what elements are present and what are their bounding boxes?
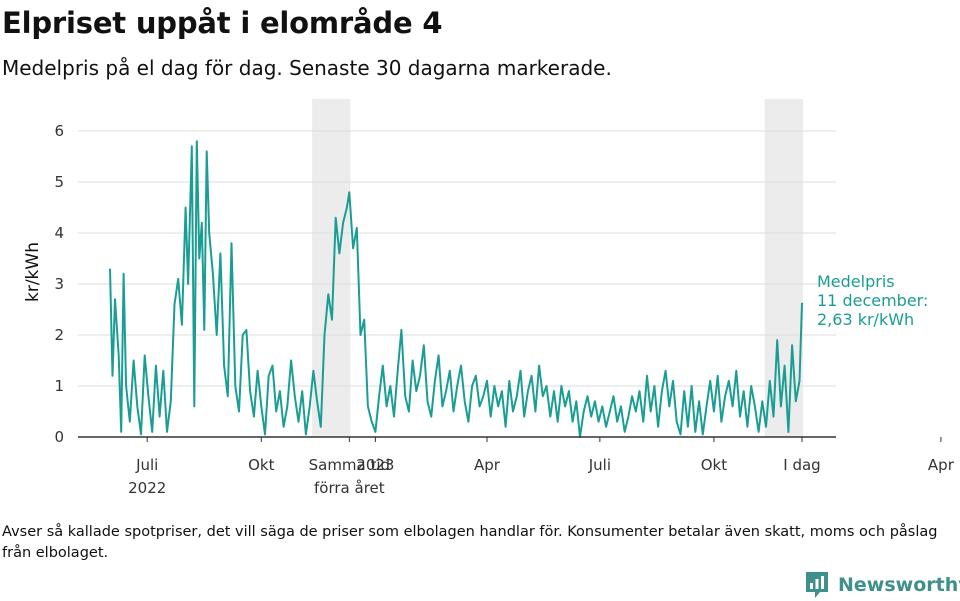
y-tick-1: 1 xyxy=(54,377,64,395)
y-tick-labels: 0 1 2 3 4 5 6 xyxy=(54,122,64,446)
y-tick-4: 4 xyxy=(54,224,64,242)
x-tick-6: Samma tid xyxy=(309,456,390,474)
y-tick-0: 0 xyxy=(54,428,64,446)
x-tick-2: 2023 xyxy=(356,456,394,474)
x-tick-5: Okt xyxy=(701,456,727,474)
x-tick-sub-0: 2022 xyxy=(128,479,166,497)
series-line xyxy=(109,140,803,438)
highlight-bands xyxy=(312,99,803,437)
x-tick-3: Apr xyxy=(474,456,501,474)
highlight-band-0 xyxy=(312,99,351,437)
callout-line-2: 2,63 kr/kWh xyxy=(817,310,914,329)
y-axis-label: kr/kWh xyxy=(23,242,43,302)
x-tick-labels: Juli 2022 Okt 2023 Apr Juli Okt Samma tid förra … xyxy=(128,437,955,497)
y-tick-5: 5 xyxy=(54,173,64,191)
y-tick-2: 2 xyxy=(54,326,64,344)
chart-subtitle: Medelpris på el dag för dag. Senaste 30 … xyxy=(2,56,612,80)
chart-title: Elpriset uppåt i elområde 4 xyxy=(2,6,443,40)
callout-line-0: Medelpris xyxy=(817,272,895,291)
x-tick-4: Juli xyxy=(588,456,611,474)
y-tick-6: 6 xyxy=(54,122,64,140)
x-tick-sub-6: förra året xyxy=(314,479,385,497)
x-tick-1: Okt xyxy=(248,456,274,474)
bar-chart-icon xyxy=(806,572,828,598)
callout-line-1: 11 december: xyxy=(817,291,928,310)
brand-name: Newsworthy xyxy=(838,574,960,596)
y-tick-3: 3 xyxy=(54,275,64,293)
x-tick-0: Juli xyxy=(135,456,158,474)
newsworthy-logo: Newsworthy xyxy=(804,569,960,601)
x-tick-9: I dag xyxy=(783,456,820,474)
x-tick-7: Apr xyxy=(928,456,955,474)
footnote: Avser så kallade spotpriser, det vill sä… xyxy=(2,524,938,561)
